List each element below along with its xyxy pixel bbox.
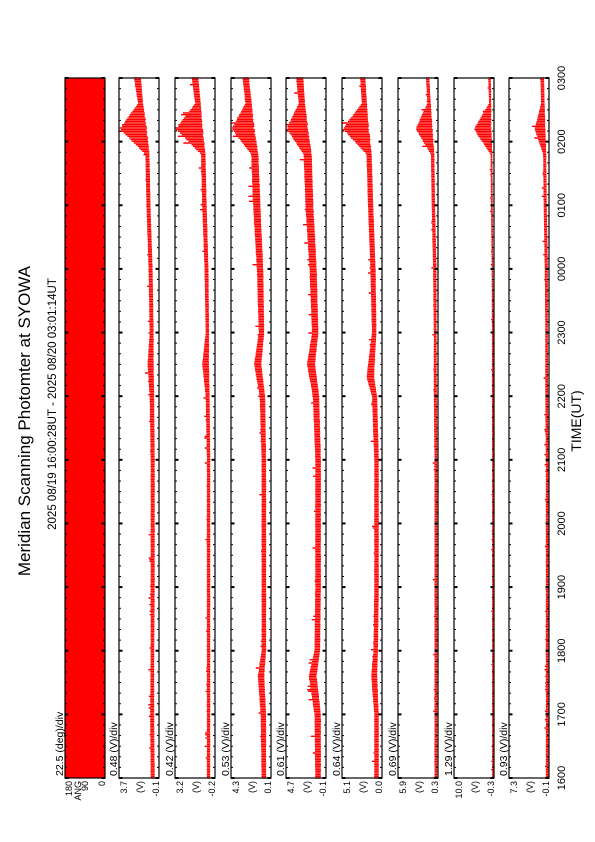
x-tick-label: 0100 (556, 193, 568, 217)
x-tick-label: 2000 (556, 511, 568, 535)
scale-label: 1.29 (V)/div (443, 722, 455, 776)
y-axis-label: (V) (470, 781, 480, 793)
panel-1: 0.48 (V)/div 3.7 -0.1 (V) (108, 77, 161, 797)
y-axis-label: ANG (73, 781, 83, 801)
scale-label: 0.69 (V)/div (387, 722, 399, 776)
y-tick-label: 5.9 (398, 781, 408, 794)
y-tick-label: -0.1 (541, 781, 551, 797)
panel-3: 0.53 (V)/div 4.3 0.1 (V) (220, 77, 273, 794)
y-tick-label: -0.2 (207, 781, 217, 797)
chart-title: Meridian Scanning Photomter at SYOWA (15, 265, 34, 576)
y-tick-label: 4.3 (231, 781, 241, 794)
panel-4: 0.61 (V)/div 4.7 -0.1 (V) (275, 77, 328, 797)
x-tick-label: 1800 (556, 638, 568, 662)
trace-series-7 (474, 77, 494, 779)
trace-series-8 (532, 77, 549, 779)
trace-series-5 (342, 77, 379, 779)
panel-2: 0.42 (V)/div 3.2 -0.2 (V) (164, 77, 217, 797)
trace-series-1 (119, 77, 155, 779)
scale-label: 0.42 (V)/div (164, 722, 176, 776)
y-tick-label: 90 (80, 781, 90, 791)
y-axis-label: (V) (191, 781, 201, 793)
panel-frame (508, 77, 550, 779)
y-tick-label: 0 (97, 781, 107, 786)
y-tick-label: 0.1 (263, 781, 273, 794)
trace-series-3 (231, 77, 267, 779)
x-tick-label: 1700 (556, 702, 568, 726)
y-tick-label: -0.3 (486, 781, 496, 797)
y-tick-label: 180 (64, 781, 74, 796)
y-tick-label: -0.1 (151, 781, 161, 797)
y-axis-label: (V) (135, 781, 145, 793)
y-axis-label: (V) (247, 781, 257, 793)
x-tick-label: 2300 (556, 320, 568, 344)
angle-fill (65, 78, 105, 778)
x-tick-label: 0000 (556, 257, 568, 281)
scale-label: 0.93 (V)/div (498, 722, 510, 776)
y-tick-label: 5.1 (342, 781, 352, 794)
y-tick-label: 7.3 (509, 781, 519, 794)
panel-7: 1.29 (V)/div 10.0 -0.3 (V) (443, 77, 496, 799)
scale-label: 22.5 (deg)/div (54, 711, 66, 776)
panel-0: 22.5 (deg)/div 180 90 0 ANG (54, 77, 107, 801)
x-tick-label: 1900 (556, 575, 568, 599)
y-axis-label: (V) (302, 781, 312, 793)
x-tick-label: 1600 (556, 766, 568, 790)
scale-label: 0.53 (V)/div (220, 722, 232, 776)
y-tick-label: 0.3 (430, 781, 440, 794)
y-tick-label: 3.2 (175, 781, 185, 794)
y-axis-label: (V) (358, 781, 368, 793)
y-tick-label: -0.1 (318, 781, 328, 797)
trace-series-2 (175, 77, 211, 779)
x-tick-label: 2100 (556, 448, 568, 472)
y-axis-label: (V) (525, 781, 535, 793)
scale-label: 0.64 (V)/div (331, 722, 343, 776)
x-tick-label: 0200 (556, 129, 568, 153)
trace-series-6 (416, 77, 438, 779)
panel-5: 0.64 (V)/div 5.1 0.0 (V) (331, 77, 384, 794)
y-axis-label: (V) (414, 781, 424, 793)
y-tick-label: 3.7 (119, 781, 129, 794)
scale-label: 0.48 (V)/div (108, 722, 120, 776)
panel-8: 0.93 (V)/div 7.3 -0.1 (V) (498, 77, 551, 797)
panel-6: 0.69 (V)/div 5.9 0.3 (V) (387, 77, 440, 794)
panel-frame (453, 77, 495, 779)
x-tick-label: 0300 (556, 66, 568, 90)
y-tick-label: 10.0 (454, 781, 464, 799)
y-tick-label: 4.7 (286, 781, 296, 794)
x-axis-title: TIME(UT) (568, 390, 584, 451)
trace-series-4 (286, 77, 321, 779)
scale-label: 0.61 (V)/div (275, 722, 287, 776)
y-tick-label: 0.0 (374, 781, 384, 794)
time-range-label: 2025 08/19 16:00:28UT - 2025 08/20 03:01… (47, 278, 59, 530)
x-tick-label: 2200 (556, 384, 568, 408)
